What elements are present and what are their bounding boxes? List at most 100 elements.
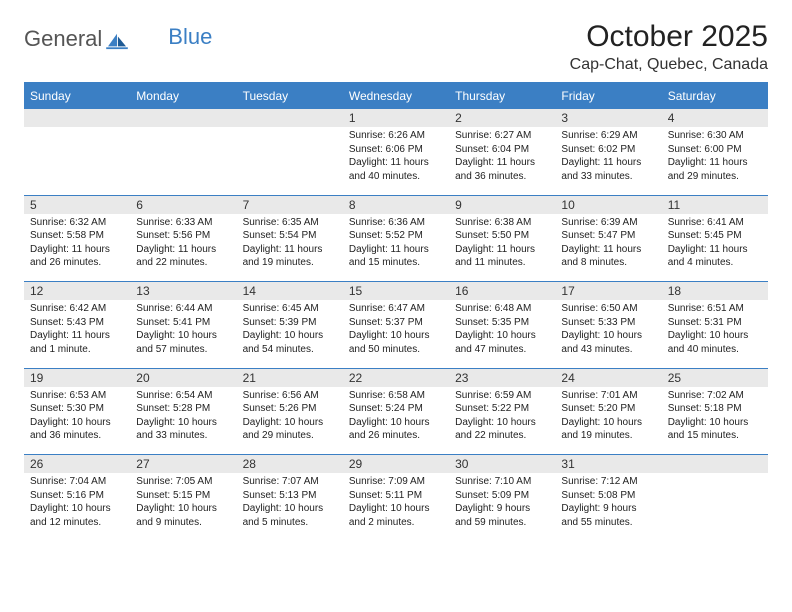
daynum-cell: [24, 109, 130, 128]
daynum-cell: 8: [343, 195, 449, 214]
sunrise-line: Sunrise: 6:41 AM: [668, 216, 762, 230]
daylight-line: Daylight: 11 hours and 36 minutes.: [455, 156, 549, 183]
sunset-line: Sunset: 5:41 PM: [136, 316, 230, 330]
daynum-cell: 18: [662, 282, 768, 301]
day-cell: Sunrise: 6:59 AMSunset: 5:22 PMDaylight:…: [449, 387, 555, 455]
sunrise-line: Sunrise: 7:05 AM: [136, 475, 230, 489]
sunset-line: Sunset: 5:37 PM: [349, 316, 443, 330]
day-number: 22: [343, 369, 449, 387]
sunset-line: Sunset: 5:15 PM: [136, 489, 230, 503]
day-details: Sunrise: 7:01 AMSunset: 5:20 PMDaylight:…: [555, 387, 661, 447]
sunset-line: Sunset: 5:31 PM: [668, 316, 762, 330]
daylight-line: Daylight: 11 hours and 1 minute.: [30, 329, 124, 356]
day-number: 25: [662, 369, 768, 387]
daylight-line: Daylight: 11 hours and 40 minutes.: [349, 156, 443, 183]
day-details: Sunrise: 6:27 AMSunset: 6:04 PMDaylight:…: [449, 127, 555, 187]
sunset-line: Sunset: 5:18 PM: [668, 402, 762, 416]
day-cell: Sunrise: 6:47 AMSunset: 5:37 PMDaylight:…: [343, 300, 449, 368]
sunset-line: Sunset: 6:04 PM: [455, 143, 549, 157]
day-details: Sunrise: 6:39 AMSunset: 5:47 PMDaylight:…: [555, 214, 661, 274]
daynum-cell: 5: [24, 195, 130, 214]
sunset-line: Sunset: 5:20 PM: [561, 402, 655, 416]
sunrise-line: Sunrise: 6:26 AM: [349, 129, 443, 143]
sunset-line: Sunset: 5:24 PM: [349, 402, 443, 416]
daylight-line: Daylight: 9 hours and 59 minutes.: [455, 502, 549, 529]
daynum-cell: 23: [449, 368, 555, 387]
day-cell: Sunrise: 6:48 AMSunset: 5:35 PMDaylight:…: [449, 300, 555, 368]
day-number: 23: [449, 369, 555, 387]
sunrise-line: Sunrise: 6:53 AM: [30, 389, 124, 403]
daylight-line: Daylight: 11 hours and 4 minutes.: [668, 243, 762, 270]
daynum-cell: 29: [343, 455, 449, 474]
daynum-cell: 28: [237, 455, 343, 474]
day-number: 18: [662, 282, 768, 300]
week-row: Sunrise: 6:32 AMSunset: 5:58 PMDaylight:…: [24, 214, 768, 282]
sunrise-line: Sunrise: 7:07 AM: [243, 475, 337, 489]
daynum-cell: 10: [555, 195, 661, 214]
day-details: Sunrise: 6:26 AMSunset: 6:06 PMDaylight:…: [343, 127, 449, 187]
daynum-cell: 24: [555, 368, 661, 387]
daylight-line: Daylight: 11 hours and 22 minutes.: [136, 243, 230, 270]
weekday-header: Friday: [555, 84, 661, 109]
daynum-cell: 7: [237, 195, 343, 214]
logo: General Blue: [24, 26, 212, 52]
sunrise-line: Sunrise: 7:12 AM: [561, 475, 655, 489]
weekday-header: Tuesday: [237, 84, 343, 109]
daynum-cell: 17: [555, 282, 661, 301]
day-cell: Sunrise: 7:09 AMSunset: 5:11 PMDaylight:…: [343, 473, 449, 541]
sunset-line: Sunset: 5:30 PM: [30, 402, 124, 416]
day-cell: Sunrise: 7:07 AMSunset: 5:13 PMDaylight:…: [237, 473, 343, 541]
sunrise-line: Sunrise: 6:47 AM: [349, 302, 443, 316]
daylight-line: Daylight: 11 hours and 19 minutes.: [243, 243, 337, 270]
daynum-cell: 9: [449, 195, 555, 214]
day-cell: Sunrise: 7:10 AMSunset: 5:09 PMDaylight:…: [449, 473, 555, 541]
day-details: Sunrise: 6:36 AMSunset: 5:52 PMDaylight:…: [343, 214, 449, 274]
daynum-cell: 6: [130, 195, 236, 214]
day-details: Sunrise: 6:58 AMSunset: 5:24 PMDaylight:…: [343, 387, 449, 447]
sail-icon: [106, 30, 128, 48]
sunset-line: Sunset: 5:47 PM: [561, 229, 655, 243]
day-details: Sunrise: 6:30 AMSunset: 6:00 PMDaylight:…: [662, 127, 768, 187]
sunrise-line: Sunrise: 6:29 AM: [561, 129, 655, 143]
day-cell: Sunrise: 6:42 AMSunset: 5:43 PMDaylight:…: [24, 300, 130, 368]
weekday-header: Thursday: [449, 84, 555, 109]
day-cell: Sunrise: 6:54 AMSunset: 5:28 PMDaylight:…: [130, 387, 236, 455]
day-number: 26: [24, 455, 130, 473]
day-details: Sunrise: 6:51 AMSunset: 5:31 PMDaylight:…: [662, 300, 768, 360]
week-row: Sunrise: 6:42 AMSunset: 5:43 PMDaylight:…: [24, 300, 768, 368]
day-cell: Sunrise: 6:51 AMSunset: 5:31 PMDaylight:…: [662, 300, 768, 368]
empty-daynum: [24, 109, 130, 127]
day-number: 9: [449, 196, 555, 214]
day-number: 8: [343, 196, 449, 214]
daylight-line: Daylight: 10 hours and 50 minutes.: [349, 329, 443, 356]
header: General Blue October 2025 Cap-Chat, Queb…: [24, 20, 768, 74]
daynum-cell: 22: [343, 368, 449, 387]
sunrise-line: Sunrise: 7:10 AM: [455, 475, 549, 489]
sunrise-line: Sunrise: 7:02 AM: [668, 389, 762, 403]
daynum-cell: 11: [662, 195, 768, 214]
sunset-line: Sunset: 5:54 PM: [243, 229, 337, 243]
daylight-line: Daylight: 11 hours and 15 minutes.: [349, 243, 443, 270]
daylight-line: Daylight: 10 hours and 29 minutes.: [243, 416, 337, 443]
sunset-line: Sunset: 6:00 PM: [668, 143, 762, 157]
daynum-cell: 19: [24, 368, 130, 387]
day-number: 7: [237, 196, 343, 214]
sunrise-line: Sunrise: 6:59 AM: [455, 389, 549, 403]
logo-text-general: General: [24, 26, 102, 52]
daynum-cell: 3: [555, 109, 661, 128]
daynum-cell: [130, 109, 236, 128]
day-cell: Sunrise: 7:12 AMSunset: 5:08 PMDaylight:…: [555, 473, 661, 541]
daynum-cell: 30: [449, 455, 555, 474]
day-details: Sunrise: 6:53 AMSunset: 5:30 PMDaylight:…: [24, 387, 130, 447]
daynum-cell: 1: [343, 109, 449, 128]
day-cell: Sunrise: 6:50 AMSunset: 5:33 PMDaylight:…: [555, 300, 661, 368]
day-number: 16: [449, 282, 555, 300]
calendar-body: 1234Sunrise: 6:26 AMSunset: 6:06 PMDayli…: [24, 109, 768, 542]
day-cell: [662, 473, 768, 541]
day-cell: [130, 127, 236, 195]
sunrise-line: Sunrise: 6:54 AM: [136, 389, 230, 403]
daynum-cell: 21: [237, 368, 343, 387]
day-details: Sunrise: 6:56 AMSunset: 5:26 PMDaylight:…: [237, 387, 343, 447]
weekday-header: Saturday: [662, 84, 768, 109]
day-details: Sunrise: 7:07 AMSunset: 5:13 PMDaylight:…: [237, 473, 343, 533]
